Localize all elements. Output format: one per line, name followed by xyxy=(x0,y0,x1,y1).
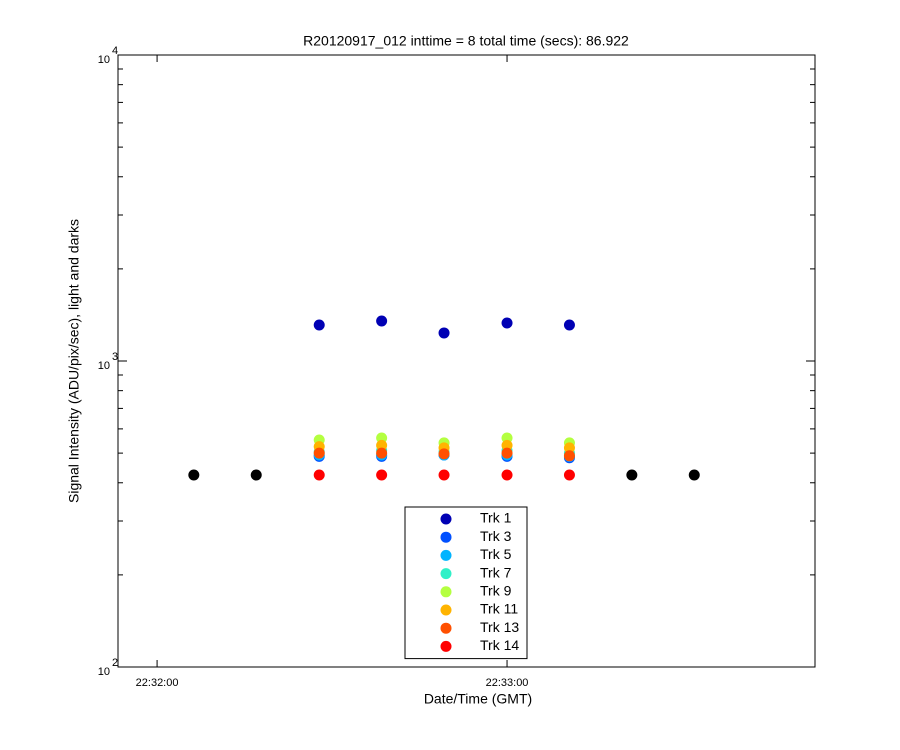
legend-label: Trk 13 xyxy=(480,619,519,635)
data-point xyxy=(438,327,450,339)
legend-marker xyxy=(440,549,452,561)
legend-box xyxy=(404,506,528,660)
legend-marker xyxy=(440,622,452,634)
data-point xyxy=(438,448,450,460)
data-point xyxy=(563,469,575,481)
legend-label: Trk 14 xyxy=(480,637,519,653)
legend-label: Trk 3 xyxy=(480,528,512,544)
legend-marker xyxy=(440,531,452,543)
legend-marker xyxy=(440,586,452,598)
data-point xyxy=(376,439,388,451)
data-point xyxy=(563,442,575,454)
data-point xyxy=(563,319,575,331)
data-point xyxy=(188,469,200,481)
data-point xyxy=(501,439,513,451)
data-point xyxy=(501,447,513,459)
legend-marker xyxy=(440,568,452,580)
x-tick-label: 22:33:00 xyxy=(486,677,529,689)
data-point xyxy=(250,469,262,481)
data-point xyxy=(688,469,700,481)
chart-title: R20120917_012 inttime = 8 total time (se… xyxy=(303,33,629,49)
data-point xyxy=(626,469,638,481)
legend-label: Trk 7 xyxy=(480,564,512,580)
legend-label: Trk 5 xyxy=(480,546,512,562)
data-point xyxy=(313,469,325,481)
legend: Trk 1 Trk 3 Trk 5 Trk 7 Trk 9 Trk 11 Trk 13 Trk… xyxy=(404,506,528,660)
data-point xyxy=(376,469,388,481)
data-point xyxy=(313,319,325,331)
data-point xyxy=(501,317,513,329)
data-point xyxy=(563,450,575,462)
y-tick-label: 10 xyxy=(98,360,110,372)
x-tick-label: 22:32:00 xyxy=(136,677,179,689)
legend-marker xyxy=(440,640,452,652)
y-tick-exponent: 2 xyxy=(112,657,118,669)
y-tick-label: 10 xyxy=(98,666,110,678)
y-tick-label: 10 xyxy=(98,54,110,66)
legend-marker xyxy=(440,604,452,616)
y-axis-label: Signal Intensity (ADU/pix/sec), light an… xyxy=(66,219,82,503)
legend-label: Trk 9 xyxy=(480,583,512,599)
y-tick-exponent: 3 xyxy=(112,351,118,363)
data-point xyxy=(501,469,513,481)
data-point xyxy=(376,315,388,327)
data-point xyxy=(376,447,388,459)
legend-marker xyxy=(440,513,452,525)
legend-label: Trk 1 xyxy=(480,510,512,526)
data-point xyxy=(313,447,325,459)
legend-label: Trk 11 xyxy=(480,601,518,617)
data-point xyxy=(438,469,450,481)
y-tick-exponent: 4 xyxy=(112,45,118,57)
x-axis-label: Date/Time (GMT) xyxy=(424,691,532,707)
